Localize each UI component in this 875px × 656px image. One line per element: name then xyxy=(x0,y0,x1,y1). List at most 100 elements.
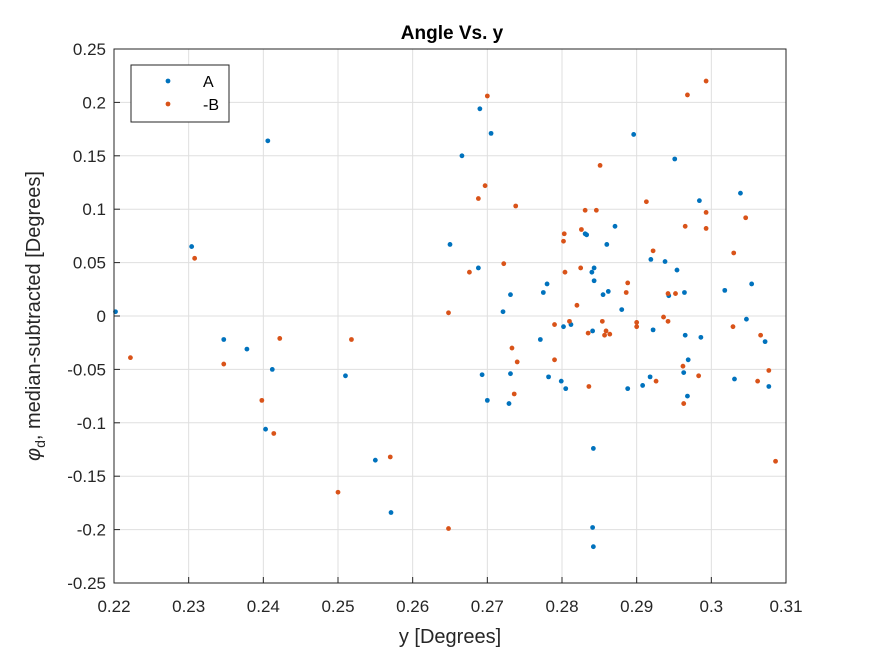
series-b-point xyxy=(475,196,481,201)
series-a-point xyxy=(722,287,728,293)
series-b-point xyxy=(482,183,488,189)
series-b-point xyxy=(561,238,566,244)
series-b-point xyxy=(758,332,764,338)
series-a-point xyxy=(221,337,227,342)
series-a-point xyxy=(343,373,348,379)
x-tick-labels: 0.22 0.23 0.24 0.25 0.26 0.27 0.28 0.29 0.3 0.31 xyxy=(97,577,803,616)
series-a-point xyxy=(682,290,687,295)
legend-label-a: A xyxy=(203,74,214,91)
series-a-point xyxy=(459,153,465,159)
series-a-point xyxy=(749,281,755,287)
series-b-point xyxy=(680,363,686,369)
series-b-point xyxy=(446,526,451,531)
series-b-point xyxy=(579,227,584,232)
series-a-point xyxy=(589,269,595,275)
series-a-point xyxy=(698,334,704,340)
y-tick-label: -0.25 xyxy=(67,574,106,593)
series-b-point xyxy=(661,314,666,320)
series-b-point xyxy=(602,332,607,338)
series-b-point xyxy=(509,345,515,351)
y-axis-label: φd, median-subtracted [Degrees] xyxy=(23,171,48,461)
series-a-point xyxy=(612,223,618,229)
series-b-point xyxy=(625,280,631,286)
series-b-point xyxy=(574,302,580,308)
legend-label-b: -B xyxy=(203,97,219,114)
series-b-point xyxy=(607,331,613,337)
series-b-point xyxy=(634,324,640,330)
legend: A -B xyxy=(130,64,230,123)
series-a-point xyxy=(244,346,250,352)
series-a-point xyxy=(479,372,485,378)
legend-marker-a xyxy=(165,78,171,84)
series-b-point xyxy=(650,248,656,254)
series-a-point xyxy=(590,544,596,550)
series-a-point xyxy=(484,397,490,403)
legend-box xyxy=(130,64,230,123)
x-tick-label: 0.29 xyxy=(620,597,653,616)
series-a-point xyxy=(508,292,513,298)
series-a-point xyxy=(388,510,394,515)
chart-title: Angle Vs. y xyxy=(401,23,504,44)
series-a-point xyxy=(590,328,596,334)
x-tick-label: 0.28 xyxy=(545,597,578,616)
x-tick-label: 0.27 xyxy=(471,597,504,616)
series-b-point xyxy=(484,93,490,99)
x-tick-label: 0.24 xyxy=(247,597,280,616)
x-tick-label: 0.25 xyxy=(321,597,354,616)
series-b-point xyxy=(511,391,517,397)
series-a-point xyxy=(696,198,702,204)
series-b-point xyxy=(703,210,709,215)
series-b-point xyxy=(271,431,277,436)
series-b-point xyxy=(703,78,709,84)
series-a-point xyxy=(590,525,596,530)
x-tick-label: 0.3 xyxy=(700,597,724,616)
series-b-point xyxy=(685,92,690,98)
series-a-point xyxy=(648,256,654,262)
series-a-point xyxy=(625,386,631,392)
series-b-point xyxy=(513,203,519,209)
series-a-point xyxy=(619,307,625,312)
series-a-point xyxy=(682,332,688,338)
y-tick-label: -0.1 xyxy=(77,414,106,433)
series-b-point xyxy=(586,384,592,389)
series-a-point xyxy=(189,244,195,249)
series-a-point xyxy=(265,138,271,144)
series-b-point xyxy=(755,378,761,384)
series-b-point xyxy=(221,361,227,367)
series-b-point xyxy=(567,318,572,324)
x-tick-label: 0.23 xyxy=(172,597,205,616)
y-tick-label: 0 xyxy=(97,307,106,326)
series-b-point xyxy=(603,328,609,334)
series-a-point xyxy=(591,278,597,284)
series-b-point xyxy=(743,215,749,221)
x-tick-label: 0.22 xyxy=(97,597,130,616)
series-a-point xyxy=(744,316,749,322)
series-a-point xyxy=(561,324,566,330)
y-axis-label-subscript: d xyxy=(32,440,48,448)
series-b-point xyxy=(682,223,688,229)
y-tick-label: -0.05 xyxy=(67,360,106,379)
series-b-points xyxy=(128,78,778,531)
y-axis-label-rest: , median-subtracted [Degrees] xyxy=(23,171,45,440)
y-tick-label: -0.2 xyxy=(77,521,106,540)
series-b-point xyxy=(561,231,567,237)
series-b-point xyxy=(730,324,736,330)
series-a-point xyxy=(591,265,597,271)
series-a-point xyxy=(447,242,453,247)
y-tick-label: 0.05 xyxy=(73,254,106,273)
y-tick-label: 0.25 xyxy=(73,40,106,59)
series-b-point xyxy=(653,378,659,384)
series-a-point xyxy=(537,337,543,342)
series-a-point xyxy=(600,292,606,298)
series-a-point xyxy=(674,267,680,273)
y-tick-label: 0.2 xyxy=(82,93,106,112)
series-a-point xyxy=(631,132,637,137)
series-b-point xyxy=(192,255,198,261)
series-a-point xyxy=(685,393,690,399)
series-b-point xyxy=(582,207,588,213)
series-a-point xyxy=(546,374,551,380)
y-tick-label: 0.15 xyxy=(73,147,106,166)
series-b-point xyxy=(703,226,709,231)
series-a-point xyxy=(766,384,772,389)
series-b-point xyxy=(643,199,649,205)
